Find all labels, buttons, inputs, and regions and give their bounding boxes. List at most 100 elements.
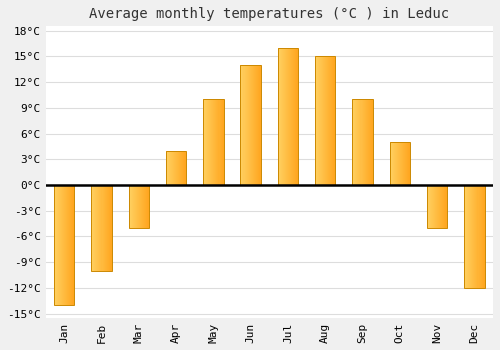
Bar xyxy=(368,99,370,185)
Bar xyxy=(285,48,286,185)
Bar xyxy=(136,185,138,228)
Bar xyxy=(206,99,207,185)
Bar xyxy=(294,48,295,185)
Bar xyxy=(216,99,218,185)
Bar xyxy=(366,99,368,185)
Bar xyxy=(440,185,441,228)
Bar xyxy=(291,48,292,185)
Bar xyxy=(175,150,176,185)
Bar xyxy=(472,185,474,288)
Bar xyxy=(442,185,444,228)
Bar xyxy=(58,185,59,305)
Bar xyxy=(404,142,405,185)
Bar xyxy=(352,99,354,185)
Bar xyxy=(437,185,438,228)
Bar xyxy=(474,185,476,288)
Bar xyxy=(297,48,298,185)
Bar xyxy=(210,99,212,185)
Bar xyxy=(92,185,94,271)
Bar xyxy=(142,185,143,228)
Bar xyxy=(248,65,250,185)
Bar xyxy=(144,185,145,228)
Bar xyxy=(167,150,168,185)
Bar xyxy=(441,185,442,228)
Bar xyxy=(316,56,317,185)
Bar xyxy=(362,99,364,185)
Bar xyxy=(141,185,142,228)
Bar xyxy=(179,150,180,185)
Bar xyxy=(427,185,428,228)
Bar xyxy=(258,65,259,185)
Bar xyxy=(203,99,224,185)
Bar xyxy=(146,185,147,228)
Bar xyxy=(184,150,186,185)
Bar xyxy=(394,142,396,185)
Bar xyxy=(321,56,322,185)
Bar xyxy=(286,48,287,185)
Bar xyxy=(140,185,141,228)
Bar xyxy=(204,99,205,185)
Bar xyxy=(315,56,336,185)
Bar xyxy=(68,185,70,305)
Bar xyxy=(174,150,175,185)
Bar xyxy=(100,185,102,271)
Bar xyxy=(319,56,320,185)
Bar xyxy=(240,65,261,185)
Bar xyxy=(289,48,290,185)
Bar xyxy=(104,185,106,271)
Bar xyxy=(317,56,318,185)
Bar xyxy=(467,185,468,288)
Bar xyxy=(250,65,252,185)
Bar xyxy=(439,185,440,228)
Bar xyxy=(172,150,173,185)
Bar xyxy=(166,150,167,185)
Bar xyxy=(170,150,171,185)
Bar xyxy=(283,48,284,185)
Bar xyxy=(287,48,288,185)
Bar xyxy=(208,99,210,185)
Bar xyxy=(98,185,100,271)
Bar xyxy=(259,65,260,185)
Bar xyxy=(252,65,254,185)
Bar xyxy=(432,185,433,228)
Bar xyxy=(320,56,321,185)
Bar xyxy=(405,142,406,185)
Bar xyxy=(220,99,222,185)
Bar xyxy=(242,65,244,185)
Bar xyxy=(322,56,323,185)
Bar xyxy=(438,185,439,228)
Bar xyxy=(482,185,484,288)
Bar xyxy=(91,185,112,271)
Bar xyxy=(139,185,140,228)
Bar xyxy=(358,99,360,185)
Bar xyxy=(464,185,484,288)
Bar xyxy=(401,142,402,185)
Bar xyxy=(59,185,60,305)
Bar xyxy=(168,150,169,185)
Bar xyxy=(403,142,404,185)
Bar xyxy=(392,142,394,185)
Bar xyxy=(315,56,316,185)
Bar xyxy=(60,185,61,305)
Bar xyxy=(110,185,112,271)
Bar xyxy=(54,185,74,305)
Bar xyxy=(145,185,146,228)
Bar xyxy=(280,48,281,185)
Bar xyxy=(352,99,373,185)
Bar xyxy=(464,185,465,288)
Bar xyxy=(61,185,62,305)
Bar xyxy=(205,99,206,185)
Bar xyxy=(212,99,214,185)
Bar xyxy=(446,185,448,228)
Bar xyxy=(176,150,177,185)
Bar xyxy=(428,185,429,228)
Bar xyxy=(143,185,144,228)
Bar xyxy=(278,48,280,185)
Bar xyxy=(370,99,372,185)
Bar xyxy=(406,142,407,185)
Bar xyxy=(256,65,257,185)
Bar xyxy=(292,48,293,185)
Bar xyxy=(203,99,204,185)
Bar xyxy=(466,185,467,288)
Bar xyxy=(465,185,466,288)
